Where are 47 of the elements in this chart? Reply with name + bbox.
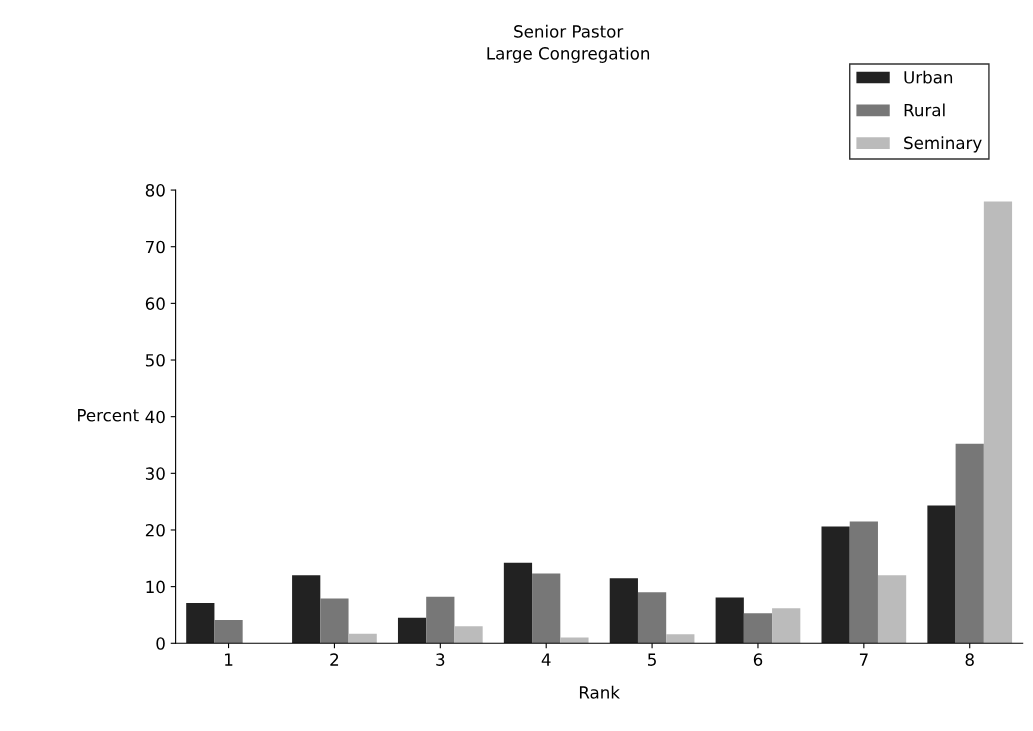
bar: [955, 443, 984, 644]
y-tick-label: 60: [145, 297, 165, 310]
y-tick-label: 0: [156, 637, 165, 650]
bar: [454, 626, 483, 644]
bar: [877, 575, 907, 644]
bar: [348, 633, 377, 644]
bar: [397, 617, 427, 644]
bar: [214, 620, 243, 644]
legend-label: Rural: [904, 103, 945, 117]
chart-subtitle: Large Congregation: [487, 46, 650, 63]
chart-title: Senior Pastor: [514, 24, 624, 38]
y-tick-label: 80: [145, 184, 165, 197]
x-tick-label: 4: [541, 653, 551, 666]
y-tick-label: 30: [145, 467, 165, 480]
bar: [320, 598, 349, 644]
legend-label: Seminary: [904, 136, 982, 153]
y-tick-label: 50: [145, 353, 165, 367]
y-tick-label: 10: [146, 580, 165, 594]
bar: [292, 575, 321, 644]
bar: [609, 578, 638, 644]
bar: [503, 562, 533, 644]
x-tick-label: 3: [436, 653, 445, 666]
y-tick-label: 70: [146, 240, 165, 254]
bar: [743, 613, 773, 644]
bar: [637, 592, 667, 644]
legend-label: Urban: [904, 70, 953, 84]
x-tick-label: 6: [753, 653, 763, 666]
bar: [560, 637, 589, 644]
x-axis-title: Rank: [579, 685, 620, 699]
x-tick-label: 5: [648, 653, 656, 666]
y-tick-label: 40: [145, 410, 165, 424]
x-tick-label: 2: [330, 653, 339, 666]
bar: [927, 505, 956, 644]
x-tick-label: 1: [225, 653, 233, 666]
bar: [983, 201, 1013, 644]
x-tick-label: 7: [859, 653, 868, 666]
bar: [532, 573, 561, 644]
bar: [715, 597, 744, 644]
bar: [426, 596, 455, 644]
bar: [666, 634, 695, 644]
x-tick-label: 8: [965, 653, 974, 666]
y-tick-label: 20: [145, 523, 165, 537]
bar: [821, 526, 850, 644]
bar: [186, 603, 215, 644]
bar: [849, 521, 878, 644]
y-axis-title: Percent: [78, 409, 139, 422]
bar: [772, 608, 801, 644]
